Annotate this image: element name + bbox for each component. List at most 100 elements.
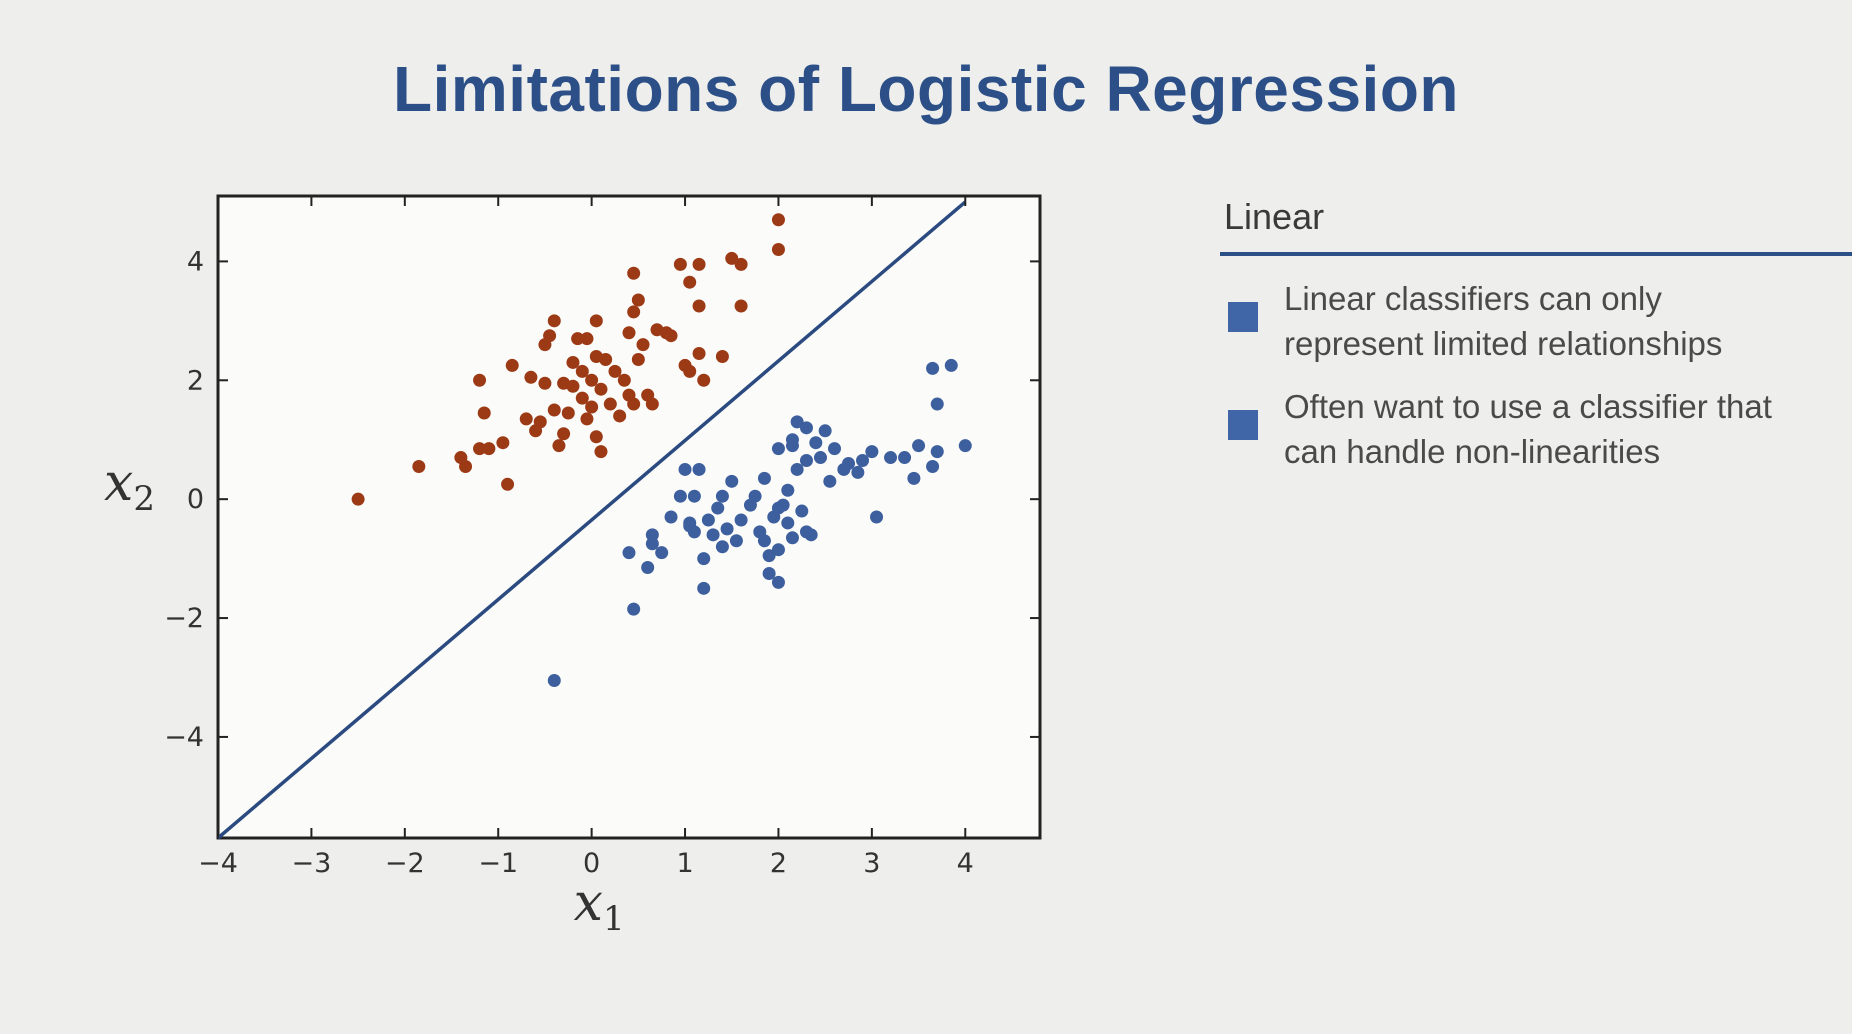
class-b-point bbox=[664, 510, 678, 524]
y-tick-label: −4 bbox=[164, 722, 204, 753]
class-a-point bbox=[524, 370, 538, 384]
class-a-point bbox=[771, 213, 785, 227]
class-a-point bbox=[734, 299, 748, 313]
class-b-point bbox=[771, 575, 785, 589]
class-a-point bbox=[351, 492, 365, 506]
class-a-point bbox=[627, 305, 641, 319]
class-a-point bbox=[683, 364, 697, 378]
class-b-point bbox=[809, 436, 823, 450]
bullet-item: Linear classifiers can only represent li… bbox=[1220, 276, 1852, 366]
class-a-point bbox=[683, 275, 697, 289]
class-b-point bbox=[692, 462, 706, 476]
class-b-point bbox=[958, 439, 972, 453]
class-a-point bbox=[617, 373, 631, 387]
class-a-point bbox=[575, 364, 589, 378]
class-a-point bbox=[636, 338, 650, 352]
square-bullet-icon bbox=[1228, 302, 1258, 332]
class-b-point bbox=[823, 474, 837, 488]
class-a-point bbox=[613, 409, 627, 423]
class-b-point bbox=[678, 462, 692, 476]
class-a-point bbox=[477, 406, 491, 420]
y-tick-label: 2 bbox=[187, 365, 204, 396]
class-a-point bbox=[473, 373, 487, 387]
x-tick-label: −1 bbox=[478, 848, 518, 879]
class-b-point bbox=[771, 442, 785, 456]
class-b-point bbox=[790, 415, 804, 429]
class-b-point bbox=[762, 549, 776, 563]
class-b-point bbox=[701, 513, 715, 527]
class-b-point bbox=[818, 424, 832, 438]
class-b-point bbox=[711, 501, 725, 515]
class-a-point bbox=[664, 329, 678, 343]
class-a-point bbox=[594, 382, 608, 396]
class-a-point bbox=[645, 397, 659, 411]
class-b-point bbox=[762, 566, 776, 580]
panel-divider bbox=[1220, 252, 1852, 256]
class-b-point bbox=[725, 474, 739, 488]
class-b-point bbox=[715, 540, 729, 554]
class-b-point bbox=[645, 537, 659, 551]
x-axis-label: x1 bbox=[574, 873, 625, 939]
x-tick-label: −3 bbox=[292, 848, 332, 879]
class-b-point bbox=[912, 439, 926, 453]
class-b-point bbox=[748, 489, 762, 503]
class-b-point bbox=[799, 421, 813, 435]
class-b-point bbox=[697, 581, 711, 595]
class-b-point bbox=[697, 552, 711, 566]
class-b-point bbox=[785, 433, 799, 447]
class-b-point bbox=[706, 528, 720, 542]
class-a-point bbox=[585, 373, 599, 387]
class-a-point bbox=[697, 373, 711, 387]
class-a-point bbox=[771, 243, 785, 256]
class-a-point bbox=[533, 415, 547, 429]
class-b-point bbox=[729, 534, 743, 548]
class-b-point bbox=[870, 510, 884, 524]
class-b-point bbox=[828, 442, 841, 456]
class-b-point bbox=[944, 358, 958, 372]
x-axis-label-subscript: 1 bbox=[603, 899, 625, 939]
bullet-text: Linear classifiers can only represent li… bbox=[1284, 280, 1723, 362]
class-a-point bbox=[589, 314, 603, 328]
class-b-point bbox=[547, 673, 561, 687]
class-a-point bbox=[725, 251, 739, 265]
x-tick-label: 2 bbox=[770, 848, 787, 879]
class-b-point bbox=[856, 454, 870, 468]
class-a-point bbox=[459, 459, 473, 473]
class-b-point bbox=[715, 489, 729, 503]
class-b-point bbox=[641, 561, 655, 575]
class-b-point bbox=[865, 445, 879, 459]
class-a-point bbox=[482, 442, 496, 456]
class-b-point bbox=[781, 483, 795, 497]
class-b-point bbox=[785, 531, 799, 545]
class-a-point bbox=[673, 257, 687, 271]
class-a-point bbox=[631, 293, 645, 307]
x-tick-label: 4 bbox=[957, 848, 974, 879]
class-b-point bbox=[930, 445, 944, 459]
class-a-point bbox=[538, 376, 552, 390]
class-b-point bbox=[781, 516, 795, 530]
class-b-point bbox=[926, 459, 940, 473]
class-a-point bbox=[566, 355, 580, 369]
class-a-point bbox=[547, 314, 561, 328]
class-a-point bbox=[580, 412, 594, 426]
class-a-point bbox=[715, 350, 729, 363]
slide-title: Limitations of Logistic Regression bbox=[393, 53, 1459, 125]
class-b-point bbox=[930, 397, 944, 411]
square-bullet-icon bbox=[1228, 410, 1258, 440]
class-b-point bbox=[683, 519, 697, 533]
class-b-point bbox=[851, 465, 865, 479]
bullet-list: Linear classifiers can only represent li… bbox=[1220, 276, 1852, 474]
y-tick-label: 0 bbox=[187, 484, 204, 515]
class-a-point bbox=[575, 391, 589, 405]
class-a-point bbox=[519, 412, 533, 426]
class-a-point bbox=[603, 397, 617, 411]
plot-area bbox=[216, 194, 1042, 840]
class-b-point bbox=[842, 457, 856, 470]
class-a-point bbox=[692, 299, 706, 313]
class-b-point bbox=[799, 454, 813, 468]
y-tick-label: 4 bbox=[187, 246, 204, 277]
class-b-point bbox=[790, 462, 804, 476]
class-a-point bbox=[627, 397, 641, 411]
class-b-point bbox=[813, 451, 827, 465]
